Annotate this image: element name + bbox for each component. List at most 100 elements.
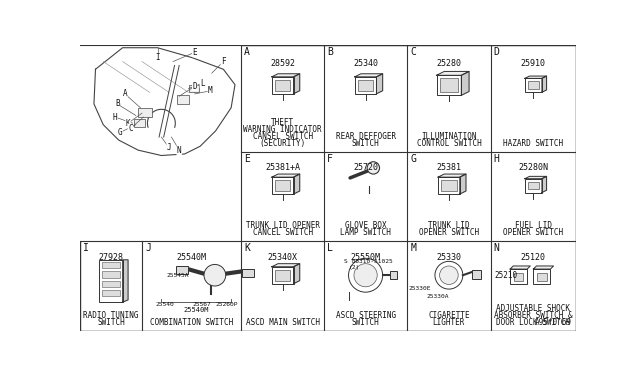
Polygon shape [294,264,300,284]
Text: 25381: 25381 [436,163,461,172]
Text: GLOVE BOX: GLOVE BOX [345,221,387,230]
Text: 25720: 25720 [353,163,378,172]
Text: A: A [244,47,250,57]
Polygon shape [436,71,469,75]
Text: 25340: 25340 [353,60,378,68]
Text: 25280: 25280 [436,60,461,68]
Text: D: D [193,82,197,91]
Text: THEFT: THEFT [271,118,294,127]
Text: K: K [125,119,131,128]
Text: 25567: 25567 [193,302,211,307]
Polygon shape [272,264,300,267]
Bar [528,81,539,89]
Bar [272,267,294,284]
Circle shape [354,264,377,287]
Text: H: H [494,154,500,164]
Text: 25381+A: 25381+A [265,163,300,172]
Bar [358,80,373,91]
Text: H: H [113,112,117,122]
Text: D: D [494,47,500,57]
Text: (SECURITY): (SECURITY) [260,139,306,148]
Text: ILLUMINATION: ILLUMINATION [421,132,477,141]
Bar [176,266,188,274]
Text: 25330A: 25330A [426,294,449,299]
Text: 25120: 25120 [521,253,546,262]
Text: ASCD MAIN SWITCH: ASCD MAIN SWITCH [246,318,319,327]
Text: CANCEL SWITCH: CANCEL SWITCH [253,228,313,237]
Text: J: J [145,243,151,253]
Polygon shape [542,76,547,92]
Text: HAZARD SWITCH: HAZARD SWITCH [503,139,563,148]
Polygon shape [542,176,547,193]
Text: SWITCH: SWITCH [97,318,125,327]
Bar [510,269,527,285]
Text: J: J [167,143,172,152]
Text: I: I [83,243,89,253]
Text: 27928: 27928 [99,253,124,262]
Text: C: C [128,124,132,133]
Bar [514,273,524,280]
Bar [189,85,199,92]
Text: COMBINATION SWITCH: COMBINATION SWITCH [150,318,233,327]
Text: TRUNK LID: TRUNK LID [428,221,470,230]
Text: B: B [327,47,333,57]
Text: G: G [410,154,416,164]
Text: CIGARETTE: CIGARETTE [428,311,470,320]
Bar [390,272,397,279]
Text: A: A [123,89,127,99]
Bar [102,280,120,287]
Text: 25260P: 25260P [216,302,238,307]
Polygon shape [94,48,235,155]
Text: CANSEL SWITCH: CANSEL SWITCH [253,132,313,141]
Polygon shape [272,174,300,177]
Bar [525,179,542,193]
Bar [275,270,291,280]
Bar [436,75,461,95]
Bar [102,262,120,268]
Text: G: G [118,128,123,137]
Text: ASCD STEERING: ASCD STEERING [335,311,396,320]
Bar [242,269,253,277]
Text: 25330E: 25330E [408,286,431,291]
Text: I: I [155,53,160,62]
Bar [80,45,241,241]
Text: 25545A: 25545A [167,273,189,278]
Text: C: C [410,47,416,57]
Text: (2): (2) [349,265,360,270]
Text: SWITCH: SWITCH [352,318,380,327]
Text: S 08310-51025: S 08310-51025 [344,259,392,264]
Polygon shape [294,74,300,94]
Text: 25540M: 25540M [184,307,209,312]
Text: WARNING INDICATOR: WARNING INDICATOR [243,125,322,134]
Text: 25330: 25330 [436,253,461,262]
Bar [355,77,376,94]
Circle shape [367,162,380,174]
Text: 28592: 28592 [270,60,295,68]
Bar [438,177,460,194]
Bar [138,108,152,117]
Polygon shape [355,74,383,77]
Text: M: M [208,86,212,95]
Text: F: F [327,154,333,164]
Text: M: M [410,243,416,253]
Polygon shape [376,74,383,94]
Text: 25280N: 25280N [518,163,548,172]
Bar [272,177,294,194]
Circle shape [440,266,458,285]
Circle shape [435,262,463,289]
Text: CONTROL SWITCH: CONTROL SWITCH [417,139,481,148]
Bar [533,269,550,285]
Text: A95*0'69: A95*0'69 [535,318,572,327]
Bar [537,273,547,280]
Bar [525,78,542,92]
Text: LAMP SWITCH: LAMP SWITCH [340,228,391,237]
Text: 25910: 25910 [521,60,546,68]
Text: B: B [115,99,120,108]
Polygon shape [525,176,547,179]
Bar [440,78,458,92]
Polygon shape [123,260,128,302]
Polygon shape [533,266,554,269]
Text: FUEL LID: FUEL LID [515,221,552,230]
Text: 25340X: 25340X [268,253,298,262]
Bar [275,180,291,191]
